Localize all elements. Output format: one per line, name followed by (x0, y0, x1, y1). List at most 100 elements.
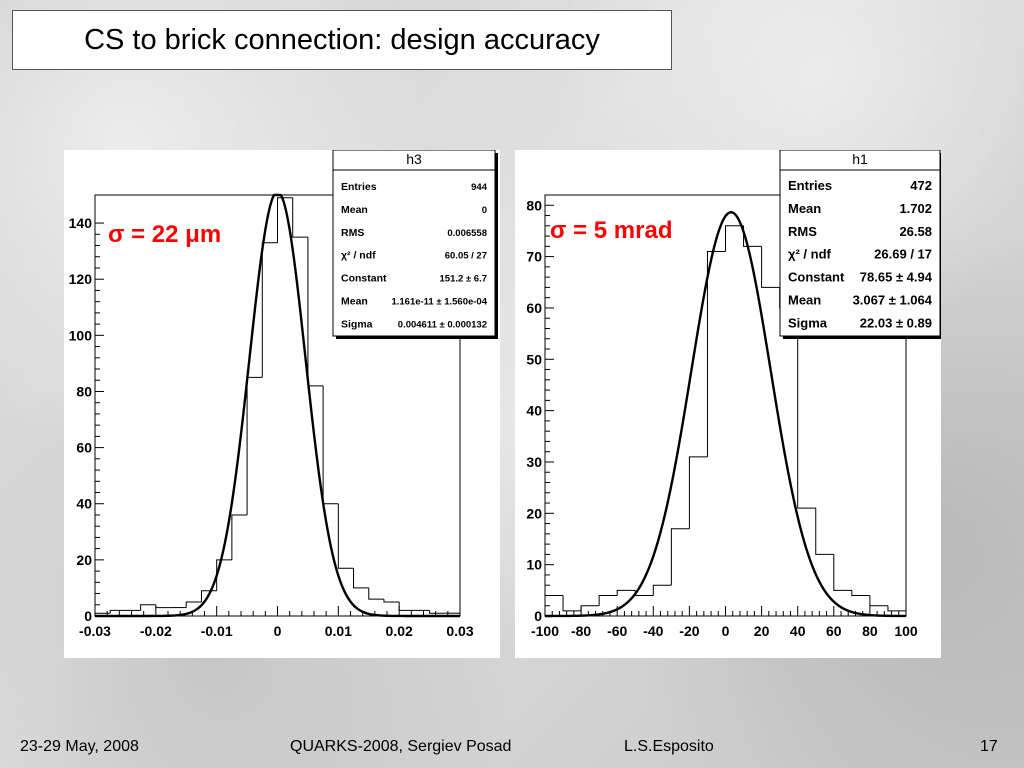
y-tick-label: 0 (84, 608, 92, 624)
stats-row-label: RMS (341, 227, 364, 239)
stats-box-name: h1 (852, 151, 868, 167)
stats-row-value: 26.58 (899, 224, 932, 239)
y-tick-label: 140 (69, 215, 93, 231)
y-tick-label: 120 (69, 271, 93, 287)
histogram-bin (616, 589, 636, 596)
stats-box (779, 150, 941, 337)
footer-date: 23-29 May, 2008 (20, 738, 139, 755)
x-tick-label: -0.03 (79, 623, 111, 639)
stats-row-value: 22.03 ± 0.89 (860, 315, 932, 330)
x-tick-label: -0.01 (201, 623, 233, 639)
stats-row-label: RMS (788, 224, 817, 239)
histogram-panel-h3: 0 20 40 60 80 100 120 140 -0.03 -0.02 -0.01 0 0.01 0.… (64, 150, 500, 658)
y-tick-label: 80 (76, 383, 92, 399)
stats-row-value: 0.006558 (447, 228, 487, 239)
stats-box (332, 150, 496, 337)
histogram-bin (216, 559, 232, 591)
histogram-bin (231, 514, 248, 560)
histogram-bin (185, 601, 202, 608)
stats-row-value: 78.65 ± 4.94 (860, 270, 933, 285)
footer-conference: QUARKS-2008, Sergiev Posad (290, 738, 512, 755)
stats-row-label: Constant (341, 273, 387, 285)
stats-row-label: χ² / ndf (788, 247, 832, 262)
histogram-bin (761, 246, 780, 288)
histogram-bin (261, 242, 278, 378)
slide-title: CS to brick connection: design accuracy (84, 23, 600, 56)
histogram-bin (652, 584, 672, 596)
stats-row-label: Mean (788, 292, 821, 307)
x-tick-label: -0.02 (140, 623, 172, 639)
stats-row-label: Mean (341, 204, 368, 216)
histogram-bin (815, 508, 834, 555)
histogram-bin (398, 601, 415, 611)
histogram-bin (277, 197, 293, 243)
histogram-bin (706, 250, 726, 457)
slide-title-box: CS to brick connection: design accuracy (12, 10, 672, 70)
histogram-bin (429, 610, 445, 614)
histogram-bin (383, 599, 400, 603)
x-tick-label: 0.03 (446, 623, 473, 639)
x-tick-label: -100 (531, 623, 559, 639)
y-tick-label: 30 (526, 454, 542, 470)
histogram-bin (246, 376, 263, 515)
y-tick-label: 100 (69, 327, 93, 343)
histogram-bin (544, 594, 564, 616)
histogram-bin (155, 604, 172, 609)
gaussian-fit-curve (95, 193, 460, 618)
stats-row-label: Mean (341, 295, 368, 307)
histogram-bin (292, 197, 308, 238)
y-tick-label: 10 (526, 557, 542, 573)
gaussian-fit-curve (545, 211, 906, 618)
sigma-annotation: σ = 5 mrad (550, 217, 672, 244)
histogram-bin (353, 568, 369, 589)
y-tick-label: 0 (534, 608, 542, 624)
histogram-bin (562, 595, 582, 612)
stats-row-label: Constant (788, 270, 845, 285)
stats-box-name: h3 (406, 151, 422, 167)
histogram-bin (725, 225, 744, 252)
footer-author: L.S.Esposito (624, 738, 714, 755)
x-tick-label: 0 (274, 623, 282, 639)
stats-row-label: Mean (788, 201, 821, 216)
histogram-bin (869, 595, 888, 607)
histogram-bin (833, 554, 852, 591)
stats-row-label: Sigma (788, 315, 828, 330)
y-tick-label: 50 (526, 351, 542, 367)
x-tick-label: 0 (722, 623, 730, 639)
y-tick-label: 60 (76, 440, 92, 456)
stats-row-value: 1.161e-11 ± 1.560e-04 (391, 296, 487, 307)
histogram-bin (109, 609, 126, 614)
stats-row-label: Entries (788, 178, 832, 193)
x-tick-label: -80 (571, 623, 591, 639)
x-tick-label: -20 (679, 623, 699, 639)
histogram-panel-h1: 0 10 20 30 40 50 60 70 80 -100 -80 -60 -40 -20 0 20 40 60… (515, 150, 941, 658)
histogram-bin (688, 456, 708, 529)
stats-row-value: 0 (482, 205, 487, 216)
stats-row-value: 472 (910, 178, 932, 193)
x-tick-label: 20 (754, 623, 770, 639)
x-tick-label: -40 (643, 623, 663, 639)
histogram-bin (580, 605, 600, 611)
stats-row-value: 944 (471, 182, 488, 193)
histogram-bin (670, 528, 690, 586)
y-tick-label: 70 (526, 249, 542, 265)
stats-row-label: Entries (341, 181, 377, 193)
y-tick-label: 20 (526, 505, 542, 521)
histogram-bin (322, 385, 339, 505)
sigma-annotation: σ = 22 μm (108, 221, 221, 248)
stats-row-value: 26.69 / 17 (874, 247, 932, 262)
stats-row-value: 60.05 / 27 (445, 251, 487, 262)
histogram-h1: 0 10 20 30 40 50 60 70 80 -100 -80 -60 -40 -20 0 20 40 60… (526, 150, 941, 639)
stats-row-value: 3.067 ± 1.064 (853, 292, 933, 307)
histogram-bin (140, 604, 156, 611)
y-tick-label: 20 (76, 552, 92, 568)
x-tick-label: 100 (894, 623, 918, 639)
y-tick-label: 60 (526, 300, 542, 316)
x-tick-label: 60 (826, 623, 842, 639)
histogram-bin (307, 237, 324, 387)
x-tick-label: 0.02 (386, 623, 413, 639)
histogram-h3: 0 20 40 60 80 100 120 140 -0.03 -0.02 -0.01 0 0.01 0.… (69, 150, 498, 639)
footer-page-number: 17 (980, 738, 998, 755)
y-tick-label: 80 (526, 197, 542, 213)
histogram-bin (887, 605, 906, 612)
